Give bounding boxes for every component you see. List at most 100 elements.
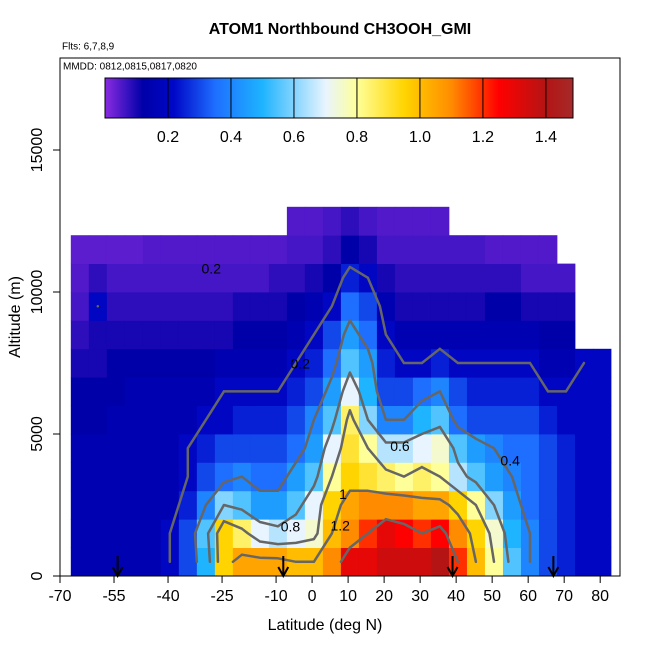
heat-cell (286, 405, 306, 435)
heat-cell (250, 405, 270, 435)
heat-cell (538, 462, 558, 492)
contour-label: 0.8 (281, 519, 301, 535)
x-tick-label: 60 (519, 588, 537, 605)
heat-cell (376, 462, 396, 492)
heat-cell (232, 405, 252, 435)
heat-cell (556, 405, 576, 435)
heat-cell (70, 263, 90, 293)
heat-cell (574, 462, 594, 492)
heat-cell (322, 320, 342, 350)
heat-cell (538, 320, 558, 350)
contour-line (339, 517, 460, 564)
heat-cell (304, 519, 324, 549)
heat-cell (448, 263, 468, 293)
heat-cell (106, 292, 126, 321)
heat-cell (376, 434, 396, 463)
heat-cell (88, 348, 108, 378)
heat-cell (538, 292, 558, 321)
heat-cell (394, 547, 414, 577)
heat-cell (448, 235, 468, 265)
heat-cell (502, 320, 522, 350)
heat-cell (520, 434, 540, 463)
heat-cell (214, 320, 234, 350)
heat-cell (304, 292, 324, 321)
heat-cell (412, 434, 432, 463)
marker-head (277, 566, 290, 579)
y-tick-label: 15000 (29, 128, 46, 173)
heat-cell (502, 547, 522, 577)
heat-cell (178, 547, 198, 577)
heat-cell (394, 235, 414, 265)
heat-cell (142, 462, 162, 492)
heat-cell (250, 348, 270, 378)
heat-cell (412, 405, 432, 435)
heat-cell (268, 263, 288, 293)
heat-cell (214, 263, 234, 293)
heat-cell (250, 434, 270, 463)
marker-head (446, 566, 459, 579)
heat-cell (106, 434, 126, 463)
heat-cell (268, 434, 288, 463)
heat-cell (538, 434, 558, 463)
heat-cell (286, 320, 306, 350)
heat-cell (376, 519, 396, 549)
contour-label: 0.6 (390, 438, 410, 454)
heat-cell (538, 235, 558, 265)
heat-cell (538, 490, 558, 520)
heat-cell (466, 462, 486, 492)
heat-cell (160, 348, 180, 378)
heat-cell (394, 490, 414, 520)
heat-cell (142, 547, 162, 577)
heat-cell (124, 434, 144, 463)
heat-cell (70, 320, 90, 350)
colorbar-tick-label: 0.4 (220, 129, 242, 146)
heat-cell (70, 348, 90, 378)
heat-cell (412, 263, 432, 293)
y-tick-label: 0 (29, 571, 46, 580)
x-tick-label: -55 (102, 588, 125, 605)
y-axis-title: Altitude (m) (7, 276, 24, 358)
x-tick-label: 40 (447, 588, 465, 605)
heat-cell (592, 519, 612, 549)
heat-cell (556, 519, 576, 549)
flight-marker (547, 556, 560, 579)
heat-cell (196, 377, 216, 407)
heat-cell (286, 235, 306, 265)
heat-cell (556, 462, 576, 492)
heat-cell (466, 377, 486, 407)
heat-cell (142, 490, 162, 520)
heat-cell (304, 263, 324, 293)
colorbar-tick-label: 1.4 (535, 129, 557, 146)
heat-cell (376, 490, 396, 520)
heat-cell (268, 462, 288, 492)
heat-cell (106, 405, 126, 435)
contour-label: 0.2 (202, 261, 222, 277)
heat-cell (70, 547, 90, 577)
heat-cell (412, 235, 432, 265)
heat-cell (232, 547, 252, 577)
heat-cell (142, 377, 162, 407)
heat-cell (70, 519, 90, 549)
colorbar-tick-label: 0.6 (283, 129, 305, 146)
heat-cell (340, 434, 360, 463)
heat-cell (592, 434, 612, 463)
heat-cell (502, 434, 522, 463)
heat-cell (304, 348, 324, 378)
contour-line (231, 489, 478, 564)
heat-cell (394, 377, 414, 407)
heat-cell (538, 405, 558, 435)
y-tick-label: 10000 (29, 270, 46, 315)
x-axis-title: Latitude (deg N) (268, 617, 383, 634)
heat-cell (142, 320, 162, 350)
contour-line (206, 371, 510, 564)
heat-cell (124, 490, 144, 520)
heat-cell (466, 235, 486, 265)
heat-cell (250, 263, 270, 293)
heat-cell (88, 462, 108, 492)
heat-cell (502, 292, 522, 321)
heat-cell (592, 462, 612, 492)
heat-cell (340, 519, 360, 549)
chart-title: ATOM1 Northbound CH3OOH_GMI (209, 21, 472, 38)
heat-cell (196, 292, 216, 321)
